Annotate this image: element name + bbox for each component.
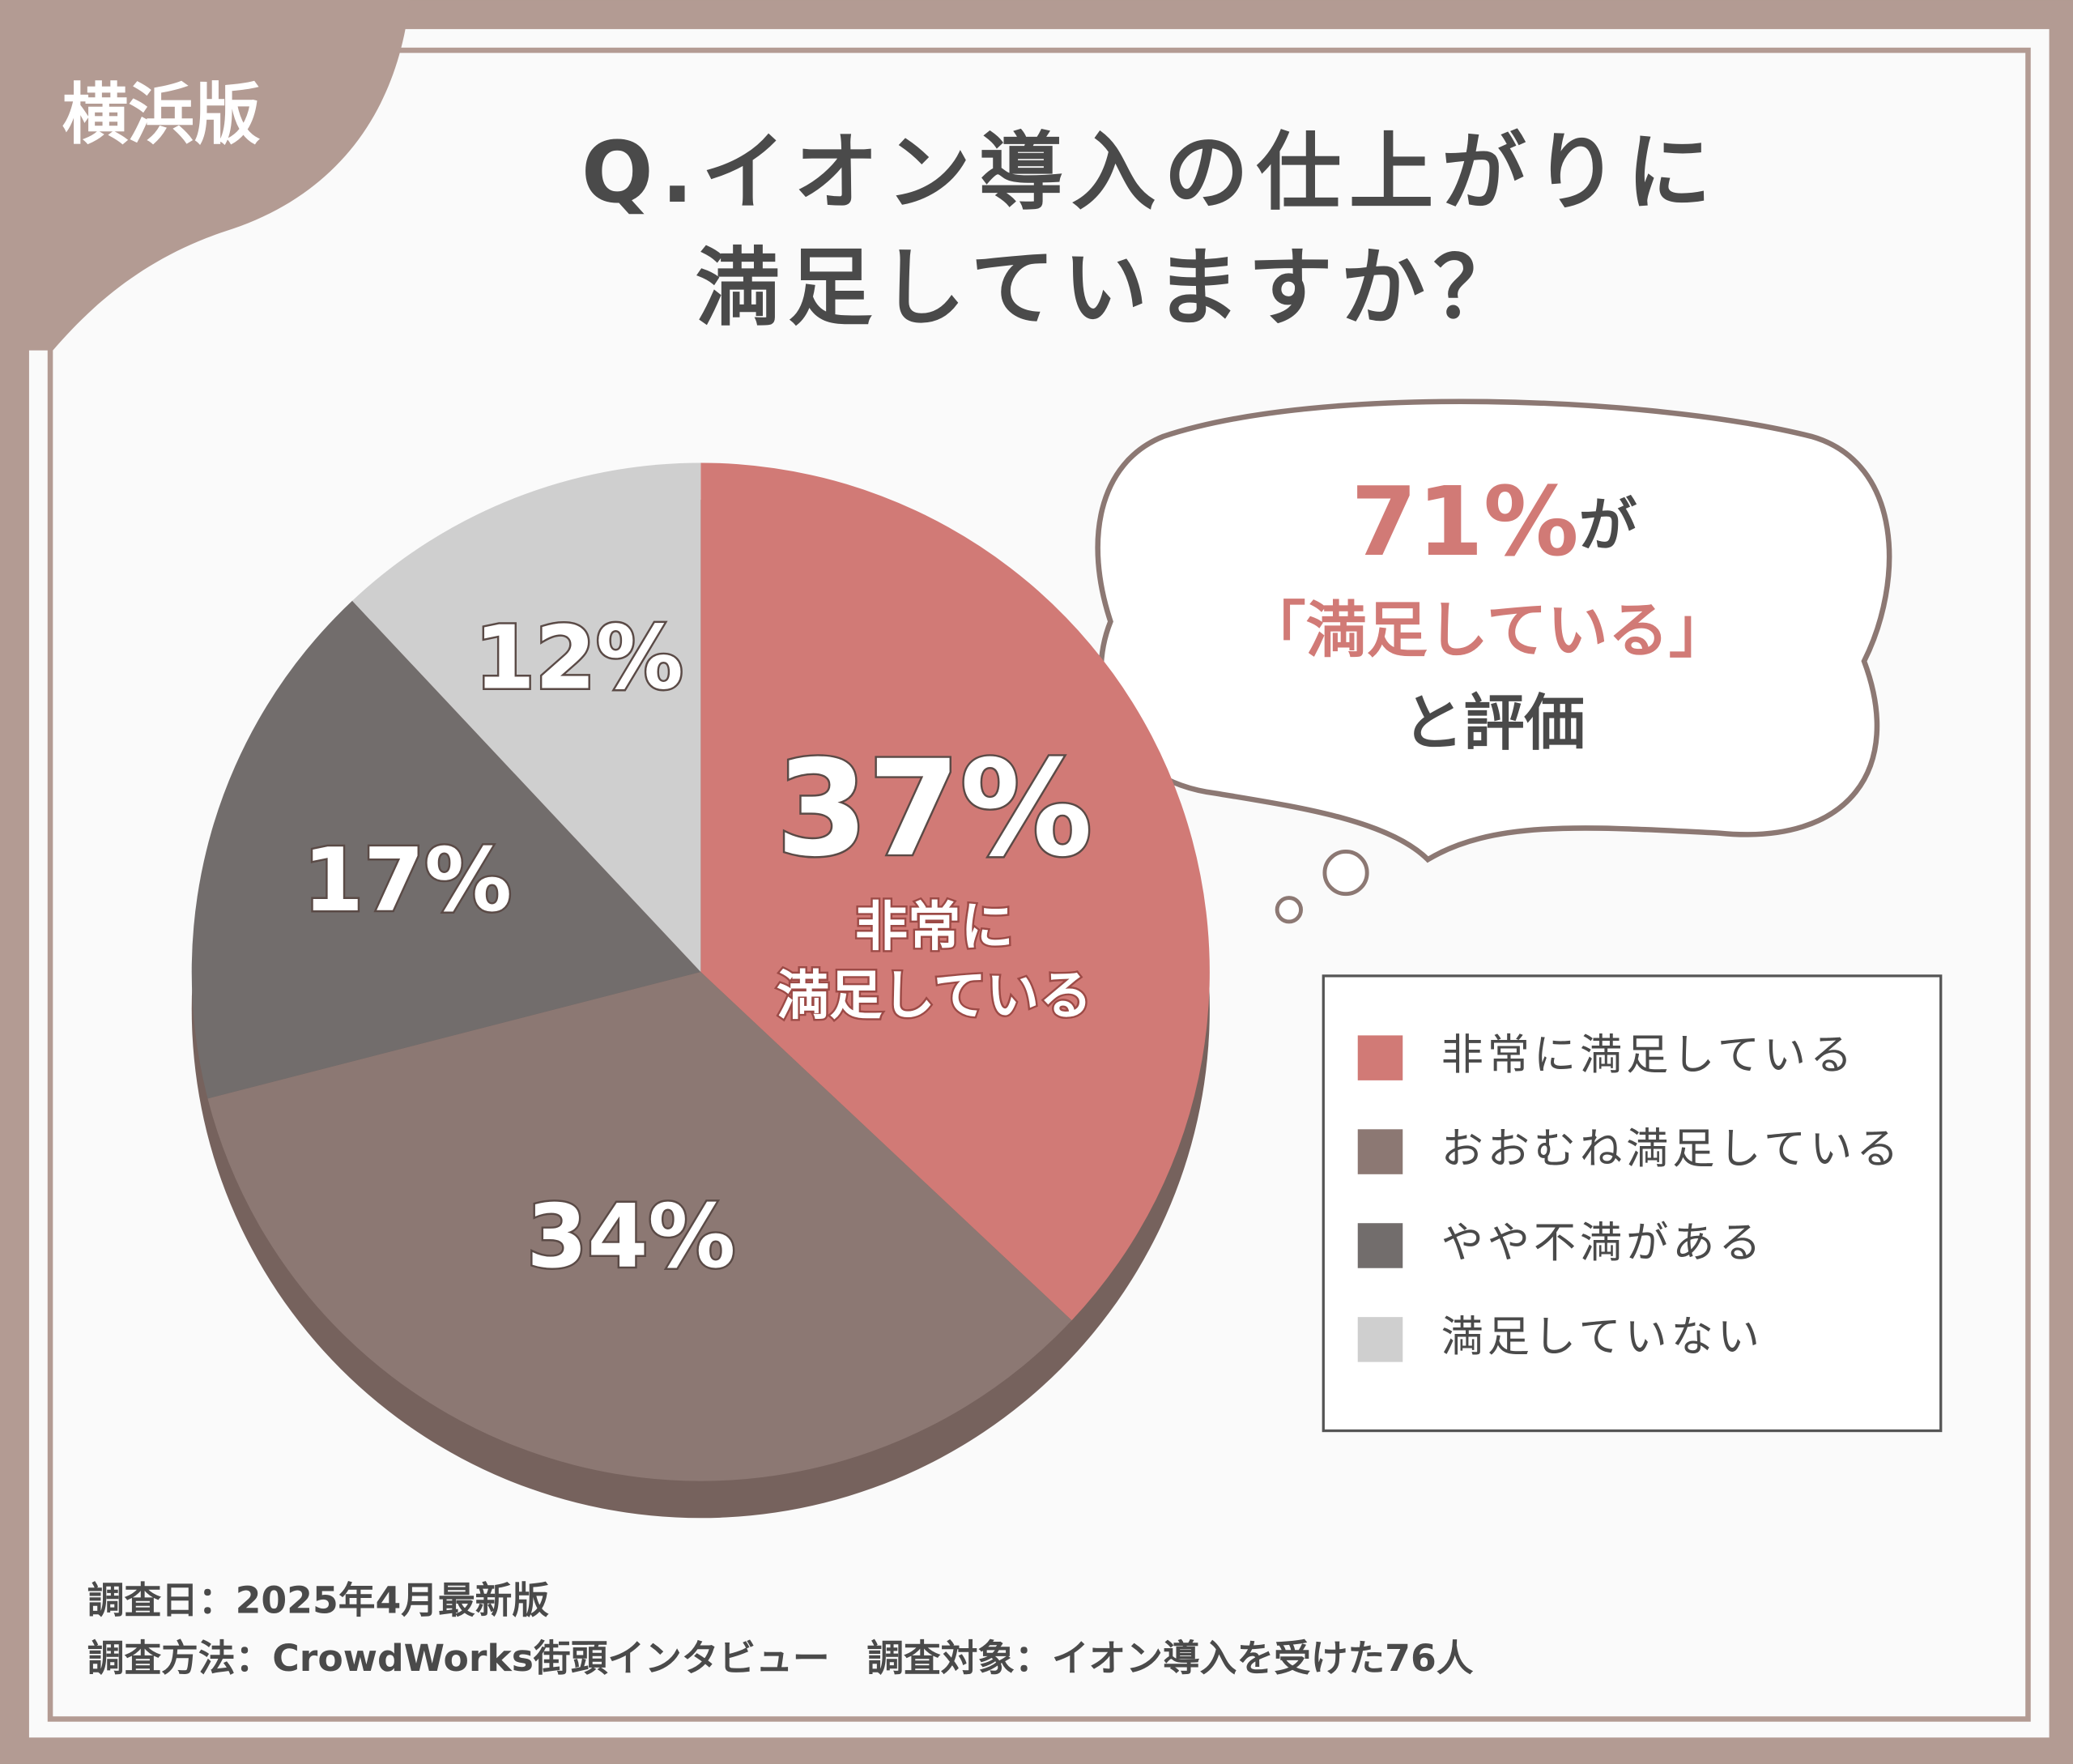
badge-shape [0,0,411,351]
value-label: 12% [475,607,683,709]
legend-swatch [1357,1317,1403,1362]
legend-label: 非常に満足している [1441,1031,1857,1080]
pie: 37% 非常に満足している 34% 17% 12% [191,462,1210,1519]
pie-slice [191,600,701,1099]
value-label: 17% [303,830,512,931]
callout-quote: 「満足している」 [1245,594,1729,666]
panel-border [47,47,2031,1722]
callout-headline: 71%が [1351,467,1637,577]
legend-label: おおむね満足している [1441,1125,1903,1174]
legend-swatch [1357,1035,1403,1080]
callout-tail: と評価 [1403,687,1585,758]
slice-note: 満足している [777,965,1092,1027]
legend-swatch [1357,1129,1403,1174]
legend-label: 満足していない [1441,1313,1764,1361]
legend-swatch [1357,1223,1403,1268]
title-line: Q.イオン導入の仕上がりに [581,123,1719,222]
note: 調査方法：CrowdWorks街頭インタビュー 調査対象：イオン導入を受けた76… [87,1637,1474,1680]
title-line: 満足していますか？ [696,238,1526,337]
callout-highlight: 71% [1351,467,1578,577]
note: 調査日：2025年4月最新版 [87,1579,550,1621]
value-label: 37% [776,731,1092,886]
bubble-dot [1275,896,1303,924]
callout-suffix: が [1579,491,1637,559]
pie-slice [700,462,1210,1321]
badge: 横浜版 [62,76,261,153]
value-label: 34% [526,1187,735,1288]
pie-slice [207,972,1072,1481]
pie-slice [352,462,701,973]
bubble-dot [1322,850,1369,897]
slice-note: 非常に [855,897,1014,958]
legend [1322,974,1943,1433]
legend-label: やや不満がある [1441,1219,1765,1268]
